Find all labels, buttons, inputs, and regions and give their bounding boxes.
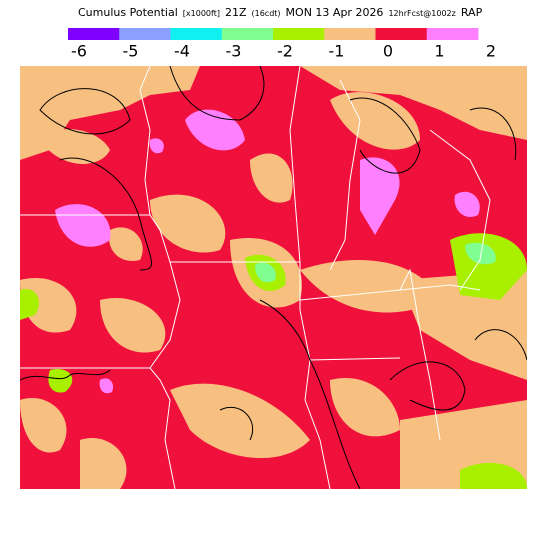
title-text: Cumulus Potential [x1000ft] 21Z (16cdt) MON … <box>78 6 483 19</box>
color-swatch <box>375 28 428 40</box>
color-swatch <box>119 28 171 40</box>
colorbar-label: -1 <box>329 42 345 61</box>
colorbar-label: -3 <box>226 42 242 61</box>
color-swatch <box>68 28 120 40</box>
colorbar-label: -4 <box>174 42 190 61</box>
title-part: MON 13 Apr 2026 <box>286 6 384 19</box>
colorbar-label: -5 <box>123 42 139 61</box>
color-swatch <box>273 28 325 40</box>
color-swatch <box>221 28 274 40</box>
title-part: [x1000ft] <box>183 9 220 18</box>
light-green-areas <box>255 242 496 283</box>
title: Cumulus Potential [x1000ft] 21Z (16cdt) MON … <box>78 6 483 19</box>
title-part: (16cdt) <box>252 9 281 18</box>
color-swatch <box>324 28 376 40</box>
title-part: Cumulus Potential <box>78 6 178 19</box>
title-part: 21Z <box>225 6 247 19</box>
map <box>20 66 527 489</box>
title-part: 12hrFcst@1002z <box>388 9 455 18</box>
color-swatch <box>170 28 223 40</box>
color-swatch <box>426 28 479 40</box>
colorbar-label: -2 <box>277 42 293 61</box>
contours <box>20 66 527 489</box>
colorbar-label: 2 <box>486 42 496 61</box>
title-part: RAP <box>461 6 483 19</box>
green-areas <box>20 233 527 489</box>
colorbar-label: 1 <box>434 42 444 61</box>
state-borders <box>20 66 491 489</box>
colorbar-label: -6 <box>71 42 87 61</box>
colorbar: -6 -5 -4 -3 -2 -1 0 1 2 <box>68 28 496 61</box>
colorbar-label: 0 <box>383 42 393 61</box>
